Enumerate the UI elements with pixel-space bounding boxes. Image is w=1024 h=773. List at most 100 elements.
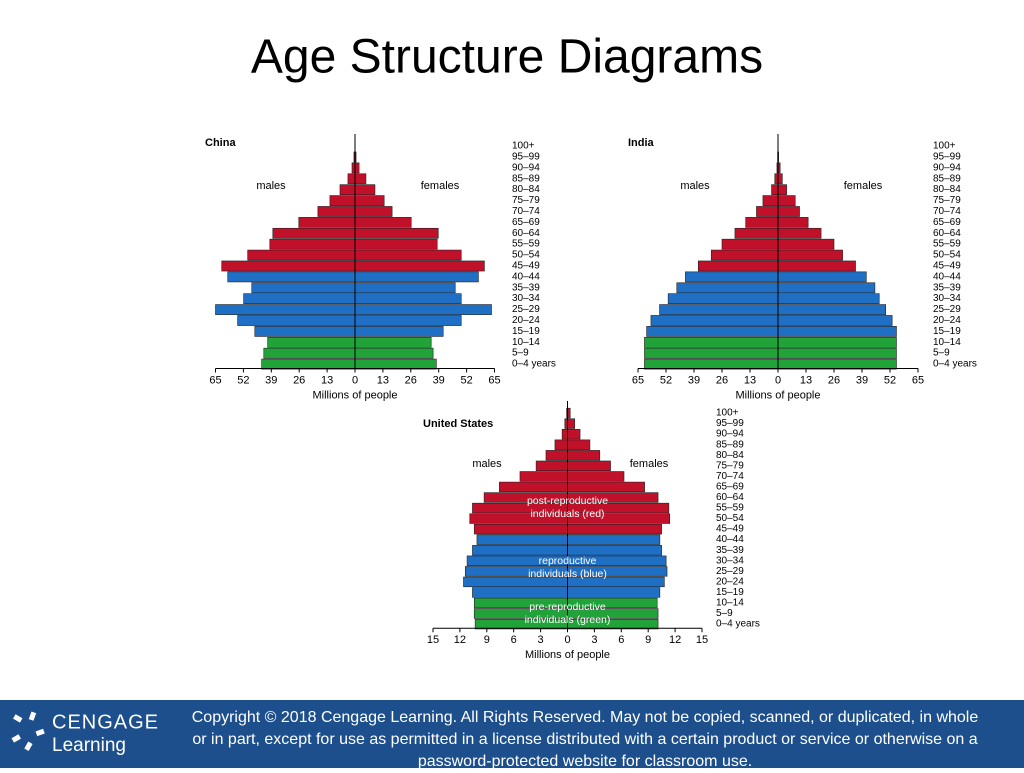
x-axis-label: Millions of people <box>525 649 610 661</box>
bar <box>778 294 879 304</box>
age-label: 75–79 <box>716 460 744 471</box>
bar <box>355 315 461 325</box>
bar <box>698 261 778 271</box>
x-tick-label: 52 <box>660 374 672 386</box>
age-label: 5–9 <box>716 608 733 619</box>
bar <box>355 206 392 216</box>
x-tick-label: 0 <box>564 634 570 646</box>
bar <box>568 429 581 439</box>
age-label: 15–19 <box>512 326 540 337</box>
bar <box>651 315 778 325</box>
age-label: 80–84 <box>933 184 961 195</box>
age-label: 5–9 <box>933 348 950 359</box>
bar <box>756 206 778 216</box>
age-label: 30–34 <box>716 555 744 566</box>
bar <box>568 482 645 492</box>
bar <box>474 524 567 534</box>
age-label: 95–99 <box>512 152 540 163</box>
annotation: individuals (green) <box>525 614 611 626</box>
bar <box>668 294 778 304</box>
age-label: 100+ <box>716 408 739 419</box>
annotation: individuals (blue) <box>528 568 607 580</box>
bar <box>562 429 567 439</box>
x-tick-label: 3 <box>538 634 544 646</box>
bar <box>778 272 866 282</box>
x-tick-label: 65 <box>488 374 500 386</box>
age-label: 65–69 <box>512 217 540 228</box>
bar <box>270 239 355 249</box>
x-tick-label: 15 <box>427 634 439 646</box>
bar <box>355 337 431 347</box>
bar <box>355 359 436 369</box>
age-label: 45–49 <box>716 524 744 535</box>
bar <box>568 419 575 429</box>
age-label: 80–84 <box>716 450 744 461</box>
x-tick-label: 13 <box>800 374 812 386</box>
age-label: 10–14 <box>716 598 744 609</box>
age-label: 10–14 <box>933 337 961 348</box>
age-label: 50–54 <box>716 513 744 524</box>
bar <box>472 588 567 598</box>
bar <box>778 239 834 249</box>
age-label: 0–4 years <box>512 359 556 370</box>
bar <box>262 359 355 369</box>
age-label: 30–34 <box>512 293 540 304</box>
bar <box>778 305 886 315</box>
logo-text: Learning <box>52 735 126 756</box>
bar <box>778 283 875 293</box>
age-label: 70–74 <box>512 206 540 217</box>
bar <box>355 272 478 282</box>
x-tick-label: 3 <box>591 634 597 646</box>
x-tick-label: 6 <box>618 634 624 646</box>
chart-title: United States <box>423 418 493 430</box>
age-label: 35–39 <box>716 545 744 556</box>
bar <box>472 545 567 555</box>
bar <box>355 305 491 315</box>
bar <box>355 174 366 184</box>
x-tick-label: 6 <box>511 634 517 646</box>
bar <box>318 206 355 216</box>
annotation: reproductive <box>539 555 597 567</box>
bar <box>355 185 375 195</box>
x-tick-label: 39 <box>688 374 700 386</box>
bar <box>252 283 355 293</box>
bar <box>348 174 355 184</box>
age-label: 45–49 <box>933 261 961 272</box>
age-label: 100+ <box>512 141 535 152</box>
bar <box>268 337 355 347</box>
bar <box>340 185 355 195</box>
bar <box>330 196 355 206</box>
age-label: 60–64 <box>933 228 961 239</box>
bar <box>355 326 443 336</box>
age-label: 85–89 <box>512 173 540 184</box>
bar <box>778 206 800 216</box>
age-label: 90–94 <box>933 162 961 173</box>
x-tick-label: 52 <box>884 374 896 386</box>
x-tick-label: 52 <box>237 374 249 386</box>
bar <box>222 261 355 271</box>
age-label: 0–4 years <box>933 359 977 370</box>
bar <box>355 228 438 238</box>
bar <box>746 217 778 227</box>
age-label: 100+ <box>933 141 956 152</box>
bar <box>763 196 778 206</box>
bar <box>778 337 896 347</box>
age-label: 65–69 <box>933 217 961 228</box>
x-tick-label: 39 <box>433 374 445 386</box>
bar <box>568 524 662 534</box>
x-tick-label: 26 <box>293 374 305 386</box>
age-label: 20–24 <box>716 576 744 587</box>
x-tick-label: 13 <box>377 374 389 386</box>
bar <box>264 348 355 358</box>
age-label: 5–9 <box>512 348 529 359</box>
age-label: 85–89 <box>933 173 961 184</box>
age-label: 50–54 <box>512 250 540 261</box>
age-label: 95–99 <box>933 152 961 163</box>
bar <box>536 461 567 471</box>
chart-title: India <box>628 137 655 149</box>
bar <box>355 348 433 358</box>
age-label: 40–44 <box>933 271 961 282</box>
age-label: 60–64 <box>716 492 744 503</box>
bar <box>546 450 568 460</box>
age-label: 70–74 <box>716 471 744 482</box>
